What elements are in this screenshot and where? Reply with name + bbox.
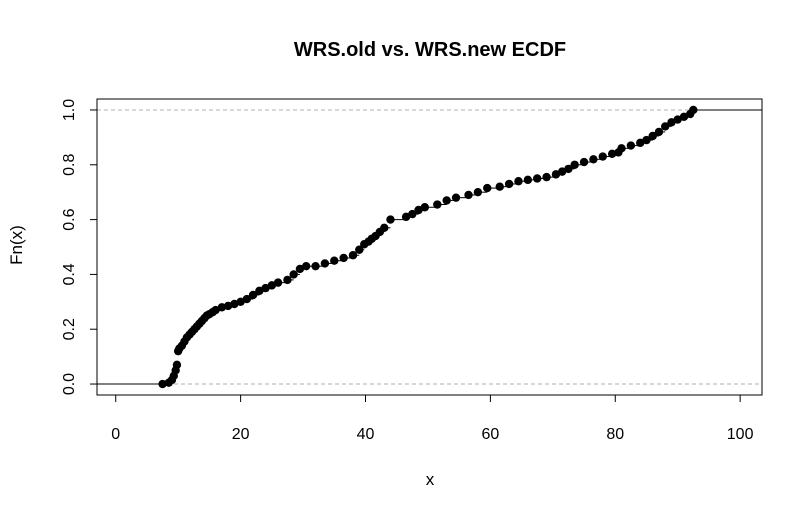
- x-tick-label: 20: [232, 426, 250, 443]
- ecdf-point: [589, 155, 598, 164]
- ecdf-point: [301, 261, 311, 271]
- ecdf-point: [661, 122, 670, 131]
- chart-title: WRS.old vs. WRS.new ECDF: [294, 39, 566, 61]
- ecdf-steps: [97, 109, 762, 385]
- reference-lines: [97, 109, 762, 385]
- ecdf-point: [172, 360, 182, 370]
- ecdf-point: [607, 149, 617, 159]
- ecdf-point: [483, 183, 492, 193]
- y-axis: 0.0 0.2 0.4 0.6 0.8 1.0: [61, 99, 98, 395]
- ecdf-point: [570, 160, 579, 169]
- ecdf-point: [654, 127, 664, 137]
- ecdf-point: [248, 290, 258, 300]
- ecdf-point: [320, 259, 330, 268]
- x-tick-label: 40: [357, 426, 375, 443]
- ecdf-point: [495, 182, 504, 191]
- ecdf-points: [158, 105, 698, 389]
- ecdf-point: [598, 152, 607, 161]
- ecdf-point: [523, 175, 533, 185]
- ecdf-point: [330, 256, 339, 265]
- ecdf-point: [533, 174, 542, 183]
- ecdf-point: [642, 135, 651, 145]
- ecdf-point: [442, 196, 451, 205]
- ecdf-point: [514, 177, 523, 186]
- ecdf-point: [617, 144, 626, 153]
- ecdf-point: [242, 294, 252, 304]
- y-tick-label: 1.0: [61, 99, 78, 121]
- ecdf-point: [564, 164, 573, 174]
- ecdf-point: [648, 131, 657, 141]
- ecdf-point: [689, 105, 698, 115]
- y-tick-label: 0.4: [61, 263, 78, 285]
- x-tick-label: 0: [111, 426, 120, 443]
- ecdf-point: [348, 251, 358, 260]
- ecdf-point: [380, 223, 389, 233]
- ecdf-point: [408, 209, 417, 219]
- ecdf-point: [158, 379, 167, 389]
- x-axis: 0 20 40 60 80 100: [111, 394, 754, 443]
- ecdf-point: [355, 245, 364, 254]
- plot-frame: [96, 98, 763, 396]
- ecdf-point: [473, 187, 483, 197]
- ecdf-point: [464, 190, 473, 200]
- x-tick-label: 80: [606, 426, 624, 443]
- ecdf-point: [542, 172, 551, 182]
- x-tick-label: 100: [727, 426, 754, 443]
- ecdf-point: [217, 303, 227, 312]
- y-axis-label: Fn(x): [7, 225, 26, 265]
- ecdf-point: [433, 200, 442, 209]
- ecdf-point: [626, 141, 636, 150]
- y-tick-label: 0.8: [61, 154, 78, 176]
- x-tick-label: 60: [481, 426, 499, 443]
- ecdf-point: [451, 193, 461, 202]
- ecdf-point: [283, 275, 292, 285]
- ecdf-point: [339, 253, 348, 263]
- ecdf-point: [273, 278, 283, 287]
- ecdf-point: [420, 203, 430, 212]
- ecdf-point: [289, 270, 298, 279]
- y-tick-label: 0.0: [61, 373, 78, 395]
- ecdf-point: [311, 261, 320, 271]
- ecdf-point: [504, 179, 514, 189]
- ecdf-point: [386, 215, 395, 224]
- ecdf-point: [579, 157, 589, 167]
- x-axis-label: x: [426, 470, 435, 489]
- y-tick-label: 0.6: [61, 208, 78, 230]
- y-tick-label: 0.2: [61, 318, 78, 340]
